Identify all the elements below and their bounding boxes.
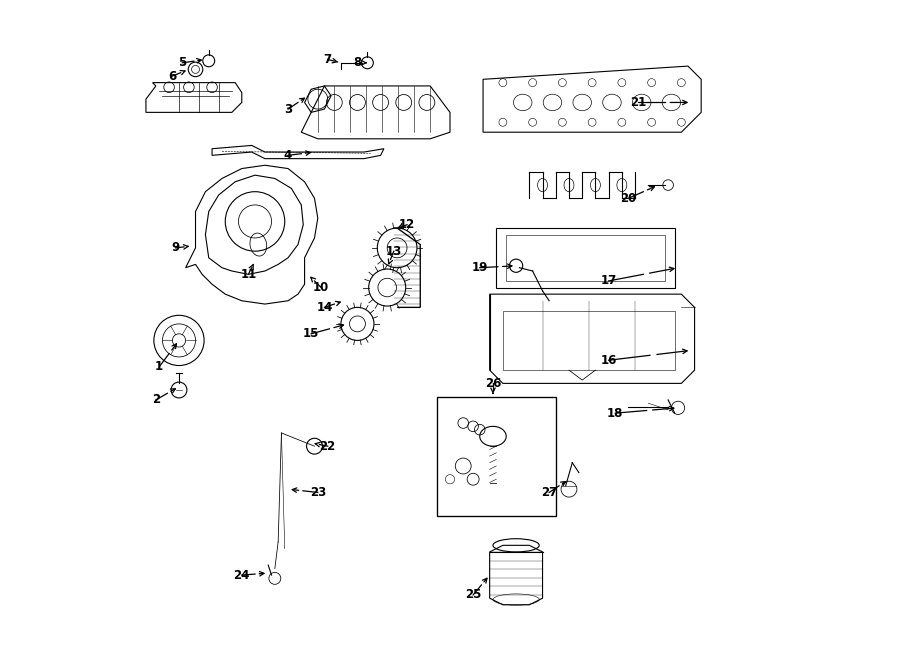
- Text: 11: 11: [240, 268, 256, 281]
- Bar: [436, 397, 556, 516]
- Text: 5: 5: [178, 56, 186, 69]
- Text: 12: 12: [399, 218, 415, 231]
- Text: 1: 1: [155, 360, 163, 373]
- Text: 20: 20: [620, 192, 636, 205]
- Text: 10: 10: [313, 281, 329, 294]
- Text: 18: 18: [608, 407, 624, 420]
- Text: 7: 7: [324, 53, 332, 66]
- Text: 15: 15: [303, 327, 320, 340]
- Bar: [496, 228, 675, 288]
- Text: 26: 26: [485, 377, 501, 390]
- Text: 2: 2: [152, 393, 160, 407]
- Text: 13: 13: [386, 245, 402, 258]
- Text: 3: 3: [284, 102, 292, 116]
- Text: 14: 14: [316, 301, 333, 314]
- Text: 27: 27: [541, 486, 557, 499]
- Text: 16: 16: [600, 354, 617, 367]
- Text: 8: 8: [354, 56, 362, 69]
- Text: 25: 25: [465, 588, 482, 602]
- Text: 9: 9: [172, 241, 180, 254]
- Text: 24: 24: [234, 568, 250, 582]
- Text: 22: 22: [320, 440, 336, 453]
- Text: 6: 6: [168, 69, 176, 83]
- Text: 19: 19: [472, 261, 488, 274]
- Text: 17: 17: [600, 274, 617, 288]
- Bar: [506, 235, 665, 281]
- Text: 4: 4: [284, 149, 292, 162]
- Text: 21: 21: [630, 96, 646, 109]
- Text: 23: 23: [310, 486, 326, 499]
- Bar: [503, 311, 675, 370]
